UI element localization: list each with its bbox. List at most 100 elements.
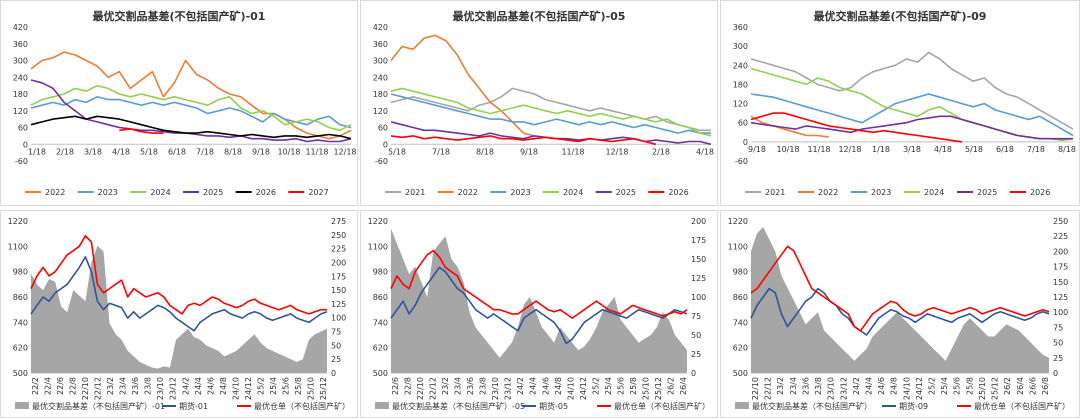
series-line-1 bbox=[30, 256, 328, 332]
legend-label: 最优交割品基差（不包括国产矿）-05 bbox=[392, 401, 525, 411]
y-right-tick-label: 225 bbox=[1053, 232, 1068, 241]
axes: 420 360 300 240 180 120 60 0 -601/18 2/18 3/18 4/18… bbox=[13, 23, 357, 166]
y-left-tick-label: 500 bbox=[733, 369, 748, 378]
x-tick-label: 26/8 bbox=[1041, 377, 1050, 395]
series-lines bbox=[390, 34, 712, 146]
y-tick-label: 60 bbox=[378, 124, 388, 133]
x-tick-label: 25/10 bbox=[307, 377, 316, 400]
legend-label: 最优仓单（不包括国产矿） bbox=[614, 401, 710, 411]
series bbox=[390, 228, 688, 373]
axes: 1220110098086074062050027525022520017515… bbox=[8, 217, 347, 400]
legend: 2021 2022 2023 2024 2025 2026 bbox=[745, 188, 1050, 197]
y-tick-label: 240 bbox=[373, 73, 388, 82]
series-line-2025 bbox=[750, 115, 1073, 140]
x-tick-label: 24/2 bbox=[516, 377, 525, 395]
y-left-tick-label: 620 bbox=[13, 344, 28, 353]
y-right-tick-label: 0 bbox=[691, 369, 696, 378]
x-tick-label: 24/12 bbox=[915, 377, 924, 400]
x-tick-label: 6/18 bbox=[996, 145, 1014, 154]
legend-label: 2024 bbox=[924, 188, 944, 197]
y-left-tick-label: 1100 bbox=[728, 242, 748, 251]
y-right-tick-label: 75 bbox=[691, 312, 701, 321]
x-tick-label: 25/2 bbox=[591, 377, 600, 395]
chart-title: 最优交割品基差(不包括国产矿)-09 bbox=[813, 10, 987, 23]
y-right-tick-label: 50 bbox=[691, 331, 701, 340]
y-left-tick-label: 1100 bbox=[368, 242, 388, 251]
x-tick-label: 22/2 bbox=[31, 377, 40, 395]
series-line-2 bbox=[390, 249, 688, 319]
y-left-tick-label: 740 bbox=[373, 318, 388, 327]
legend-label: 最优仓单（不包括国产矿） bbox=[254, 401, 350, 411]
y-right-tick-label: 75 bbox=[331, 328, 341, 337]
x-tick-label: 8/18 bbox=[224, 147, 242, 156]
x-tick-label: 23/2 bbox=[776, 377, 785, 395]
y-right-tick-label: 75 bbox=[1053, 323, 1063, 332]
y-tick-label: 360 bbox=[373, 40, 388, 49]
x-tick-label: 6/18 bbox=[168, 147, 186, 156]
x-tick-label: 24/8 bbox=[554, 377, 563, 395]
x-tick-label: 24/10 bbox=[902, 377, 911, 400]
series-line-2026 bbox=[30, 115, 352, 140]
x-tick-label: 23/10 bbox=[827, 377, 836, 400]
legend-label: 2021 bbox=[405, 188, 425, 197]
x-tick-label: 25/8 bbox=[965, 377, 974, 395]
x-tick-label: 10/18 bbox=[277, 147, 300, 156]
basis-area bbox=[751, 227, 1049, 373]
combo-chart-05: 1220 1100 980 860 740 620 500 200 175 150 125 100 75… bbox=[360, 210, 718, 418]
series-line-2022 bbox=[750, 115, 829, 138]
legend-label: 2023 bbox=[98, 188, 118, 197]
legend-label: 2023 bbox=[510, 188, 530, 197]
series-line-2 bbox=[750, 245, 1050, 332]
y-right-tick-label: 200 bbox=[691, 217, 706, 226]
x-tick-label: 25/6 bbox=[281, 377, 290, 395]
basis-chart-09: 最优交割品基差(不包括国产矿)-09 360 300 240 180 120 60 0 -60… bbox=[720, 0, 1080, 206]
y-left-tick-label: 620 bbox=[373, 344, 388, 353]
series-line-2025 bbox=[390, 121, 712, 146]
y-right-tick-label: 100 bbox=[331, 314, 346, 323]
x-tick-label: 24/4 bbox=[865, 377, 874, 395]
y-right-tick-label: 200 bbox=[1053, 247, 1068, 256]
x-tick-label: 22/12 bbox=[429, 377, 438, 400]
x-tick-label: 23/10 bbox=[491, 377, 500, 400]
x-tick-label: 7/18 bbox=[432, 147, 450, 156]
y-left-tick-label: 1220 bbox=[368, 217, 388, 226]
x-tick-label: 23/12 bbox=[169, 377, 178, 400]
x-tick-label: 11/18 bbox=[807, 145, 830, 154]
x-tick-label: 23/6 bbox=[466, 377, 475, 395]
x-tick-label: 26/2 bbox=[1003, 377, 1012, 395]
x-tick-label: 22/12 bbox=[94, 377, 103, 400]
legend-label: 2022 bbox=[45, 188, 65, 197]
x-tick-label: 23/4 bbox=[454, 377, 463, 395]
series-line-2027 bbox=[119, 128, 164, 134]
y-tick-label: 180 bbox=[373, 90, 388, 99]
y-tick-label: 420 bbox=[13, 23, 28, 32]
y-left-tick-label: 980 bbox=[13, 268, 28, 277]
y-tick-label: 300 bbox=[373, 57, 388, 66]
y-right-tick-label: 25 bbox=[1053, 354, 1063, 363]
x-tick-label: 24/8 bbox=[219, 377, 228, 395]
x-tick-label: 11/18 bbox=[561, 147, 584, 156]
legend-label: 期货-01 bbox=[179, 401, 208, 411]
legend: 最优交割品基差（不包括国产矿）-01 期货-01 最优仓单（不包括国产矿） bbox=[15, 401, 350, 411]
legend-swatch bbox=[15, 402, 29, 409]
x-tick-label: 25/12 bbox=[319, 377, 328, 400]
x-tick-label: 9/18 bbox=[520, 147, 538, 156]
x-tick-label: 22/12 bbox=[764, 377, 773, 400]
x-tick-label: 9/18 bbox=[748, 145, 766, 154]
legend-label: 2024 bbox=[563, 188, 583, 197]
series-lines bbox=[750, 51, 1074, 143]
x-tick-label: 22/10 bbox=[416, 377, 425, 400]
y-right-tick-label: 150 bbox=[1053, 278, 1068, 287]
x-tick-label: 24/12 bbox=[244, 377, 253, 400]
series-line-2026 bbox=[390, 135, 656, 146]
x-tick-label: 24/4 bbox=[529, 377, 538, 395]
x-tick-label: 24/8 bbox=[890, 377, 899, 395]
chart-svg: 1220110098086074062050020017515012510075… bbox=[368, 217, 710, 411]
x-tick-label: 24/2 bbox=[181, 377, 190, 395]
x-tick-label: 22/10 bbox=[81, 377, 90, 400]
y-tick-label: 0 bbox=[743, 138, 748, 147]
y-right-tick-label: 0 bbox=[1053, 369, 1058, 378]
x-tick-label: 23/6 bbox=[131, 377, 140, 395]
y-tick-label: 300 bbox=[13, 57, 28, 66]
y-right-tick-label: 250 bbox=[1053, 217, 1068, 226]
